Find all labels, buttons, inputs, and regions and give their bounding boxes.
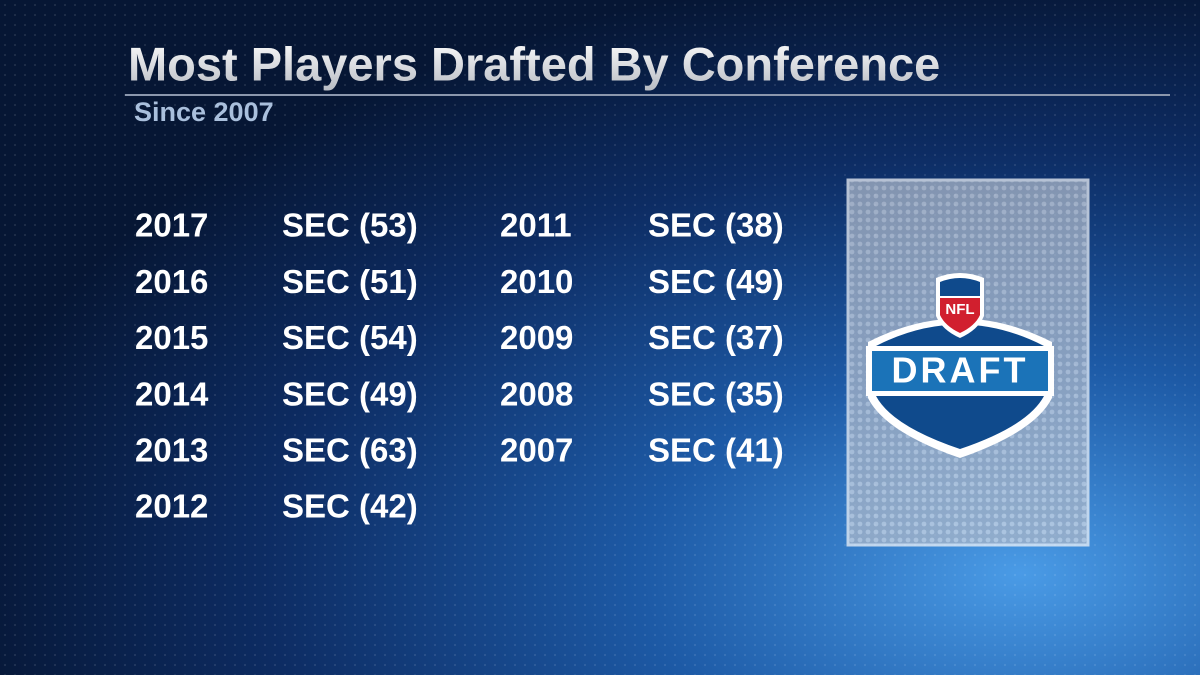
year: 2008 (500, 375, 573, 412)
conference-count: SEC (54) (282, 319, 418, 356)
year: 2017 (135, 207, 208, 244)
subtitle: Since 2007 (134, 97, 274, 127)
title: Most Players Drafted By Conference (128, 37, 940, 90)
conference-count: SEC (41) (648, 432, 784, 469)
conference-count: SEC (35) (648, 375, 784, 412)
banner (872, 351, 1048, 391)
conference-count: SEC (51) (282, 263, 418, 300)
year: 2007 (500, 432, 573, 469)
nfl-text: NFL (945, 301, 974, 318)
year: 2015 (135, 319, 208, 356)
conference-count: SEC (49) (282, 375, 418, 412)
banner-text: DRAFT (892, 350, 1029, 391)
conference-count: SEC (49) (648, 263, 784, 300)
table: 2017 SEC (53) 2016 SEC (51) 2015 SEC (54) 2014… (135, 207, 784, 525)
logo-panel: DRAFT NFL (846, 178, 1090, 547)
conference-count: SEC (42) (282, 488, 418, 525)
conference-count: SEC (63) (282, 432, 418, 469)
conference-count: SEC (37) (648, 319, 784, 356)
year: 2012 (135, 488, 208, 525)
year: 2013 (135, 432, 208, 469)
year: 2011 (500, 207, 572, 244)
year: 2009 (500, 319, 573, 356)
year: 2010 (500, 263, 573, 300)
year: 2014 (135, 375, 209, 412)
year: 2016 (135, 263, 208, 300)
conference-count: SEC (38) (648, 207, 784, 244)
nfl-shield-bottom (940, 298, 980, 333)
conference-count: SEC (53) (282, 207, 418, 244)
nfl-shield-top (940, 278, 980, 296)
